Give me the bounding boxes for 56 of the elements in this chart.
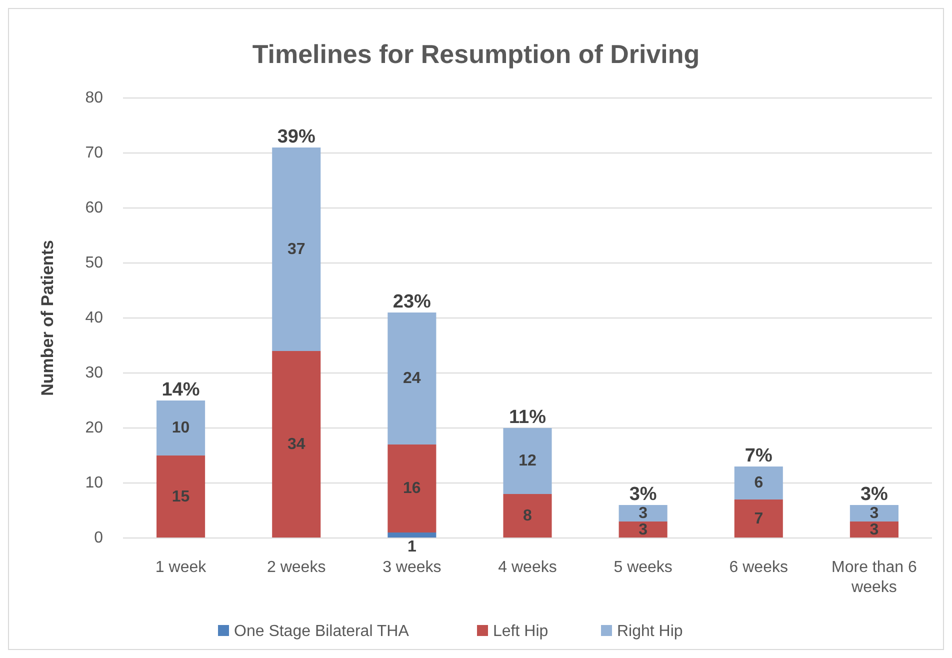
x-tick-label: More than 6 weeks (832, 559, 918, 596)
data-label: 37 (287, 240, 306, 258)
bar (388, 312, 436, 444)
y-tick-label: 30 (85, 364, 104, 382)
bar (272, 148, 321, 351)
data-label: 16 (403, 480, 421, 497)
data-label: 24 (403, 370, 421, 387)
bar (734, 466, 783, 500)
y-tick-label: 60 (85, 200, 104, 216)
data-label: 6 (754, 474, 764, 492)
annotation: 3% (629, 484, 657, 505)
annotation: 7% (744, 446, 772, 466)
data-label: 8 (523, 508, 532, 524)
bar (503, 494, 552, 538)
data-label: 3 (638, 521, 648, 538)
data-label: 1 (407, 538, 416, 556)
bar (388, 532, 436, 538)
annotation: 23% (392, 292, 432, 312)
y-axis-title: Number of Patients (38, 240, 57, 396)
chart-title: Timelines for Resumption of Driving (252, 39, 700, 69)
bar (503, 428, 552, 494)
bar (156, 400, 206, 456)
y-tick-label: 80 (85, 90, 104, 106)
x-tick-label: 6 weeks (729, 559, 788, 576)
legend-label: One Stage Bilateral THA (234, 623, 410, 640)
bar (618, 505, 668, 522)
legend-label: Right Hip (617, 623, 683, 640)
bar (156, 456, 206, 538)
data-label: 3 (870, 521, 879, 538)
data-label: 3 (870, 504, 879, 522)
bar (850, 505, 898, 522)
data-label: 12 (518, 452, 536, 470)
x-tick-label: 4 weeks (498, 559, 557, 576)
y-tick-label: 70 (85, 144, 104, 162)
x-tick-label: 2 weeks (267, 559, 326, 576)
bar (272, 351, 321, 538)
x-tick-label: 3 weeks (382, 559, 442, 576)
y-tick-label: 40 (85, 310, 104, 326)
bar (388, 444, 436, 532)
legend-label: Left Hip (493, 623, 548, 640)
data-label: 34 (287, 436, 306, 453)
y-tick-label: 10 (85, 474, 104, 492)
annotation: 11% (509, 407, 546, 428)
annotation: 3% (860, 484, 888, 505)
data-label: 7 (754, 510, 764, 528)
y-tick-label: 0 (94, 530, 104, 546)
x-tick-label: 5 weeks (614, 559, 672, 576)
data-label: 10 (172, 420, 190, 436)
x-tick-label: 1 week (155, 559, 208, 576)
data-label: 15 (172, 488, 190, 506)
annotation: 14% (162, 380, 200, 400)
data-label: 3 (638, 504, 648, 522)
bar (734, 500, 783, 538)
y-tick-label: 20 (85, 420, 104, 436)
y-tick-label: 50 (85, 254, 104, 272)
annotation: 39% (277, 126, 316, 148)
